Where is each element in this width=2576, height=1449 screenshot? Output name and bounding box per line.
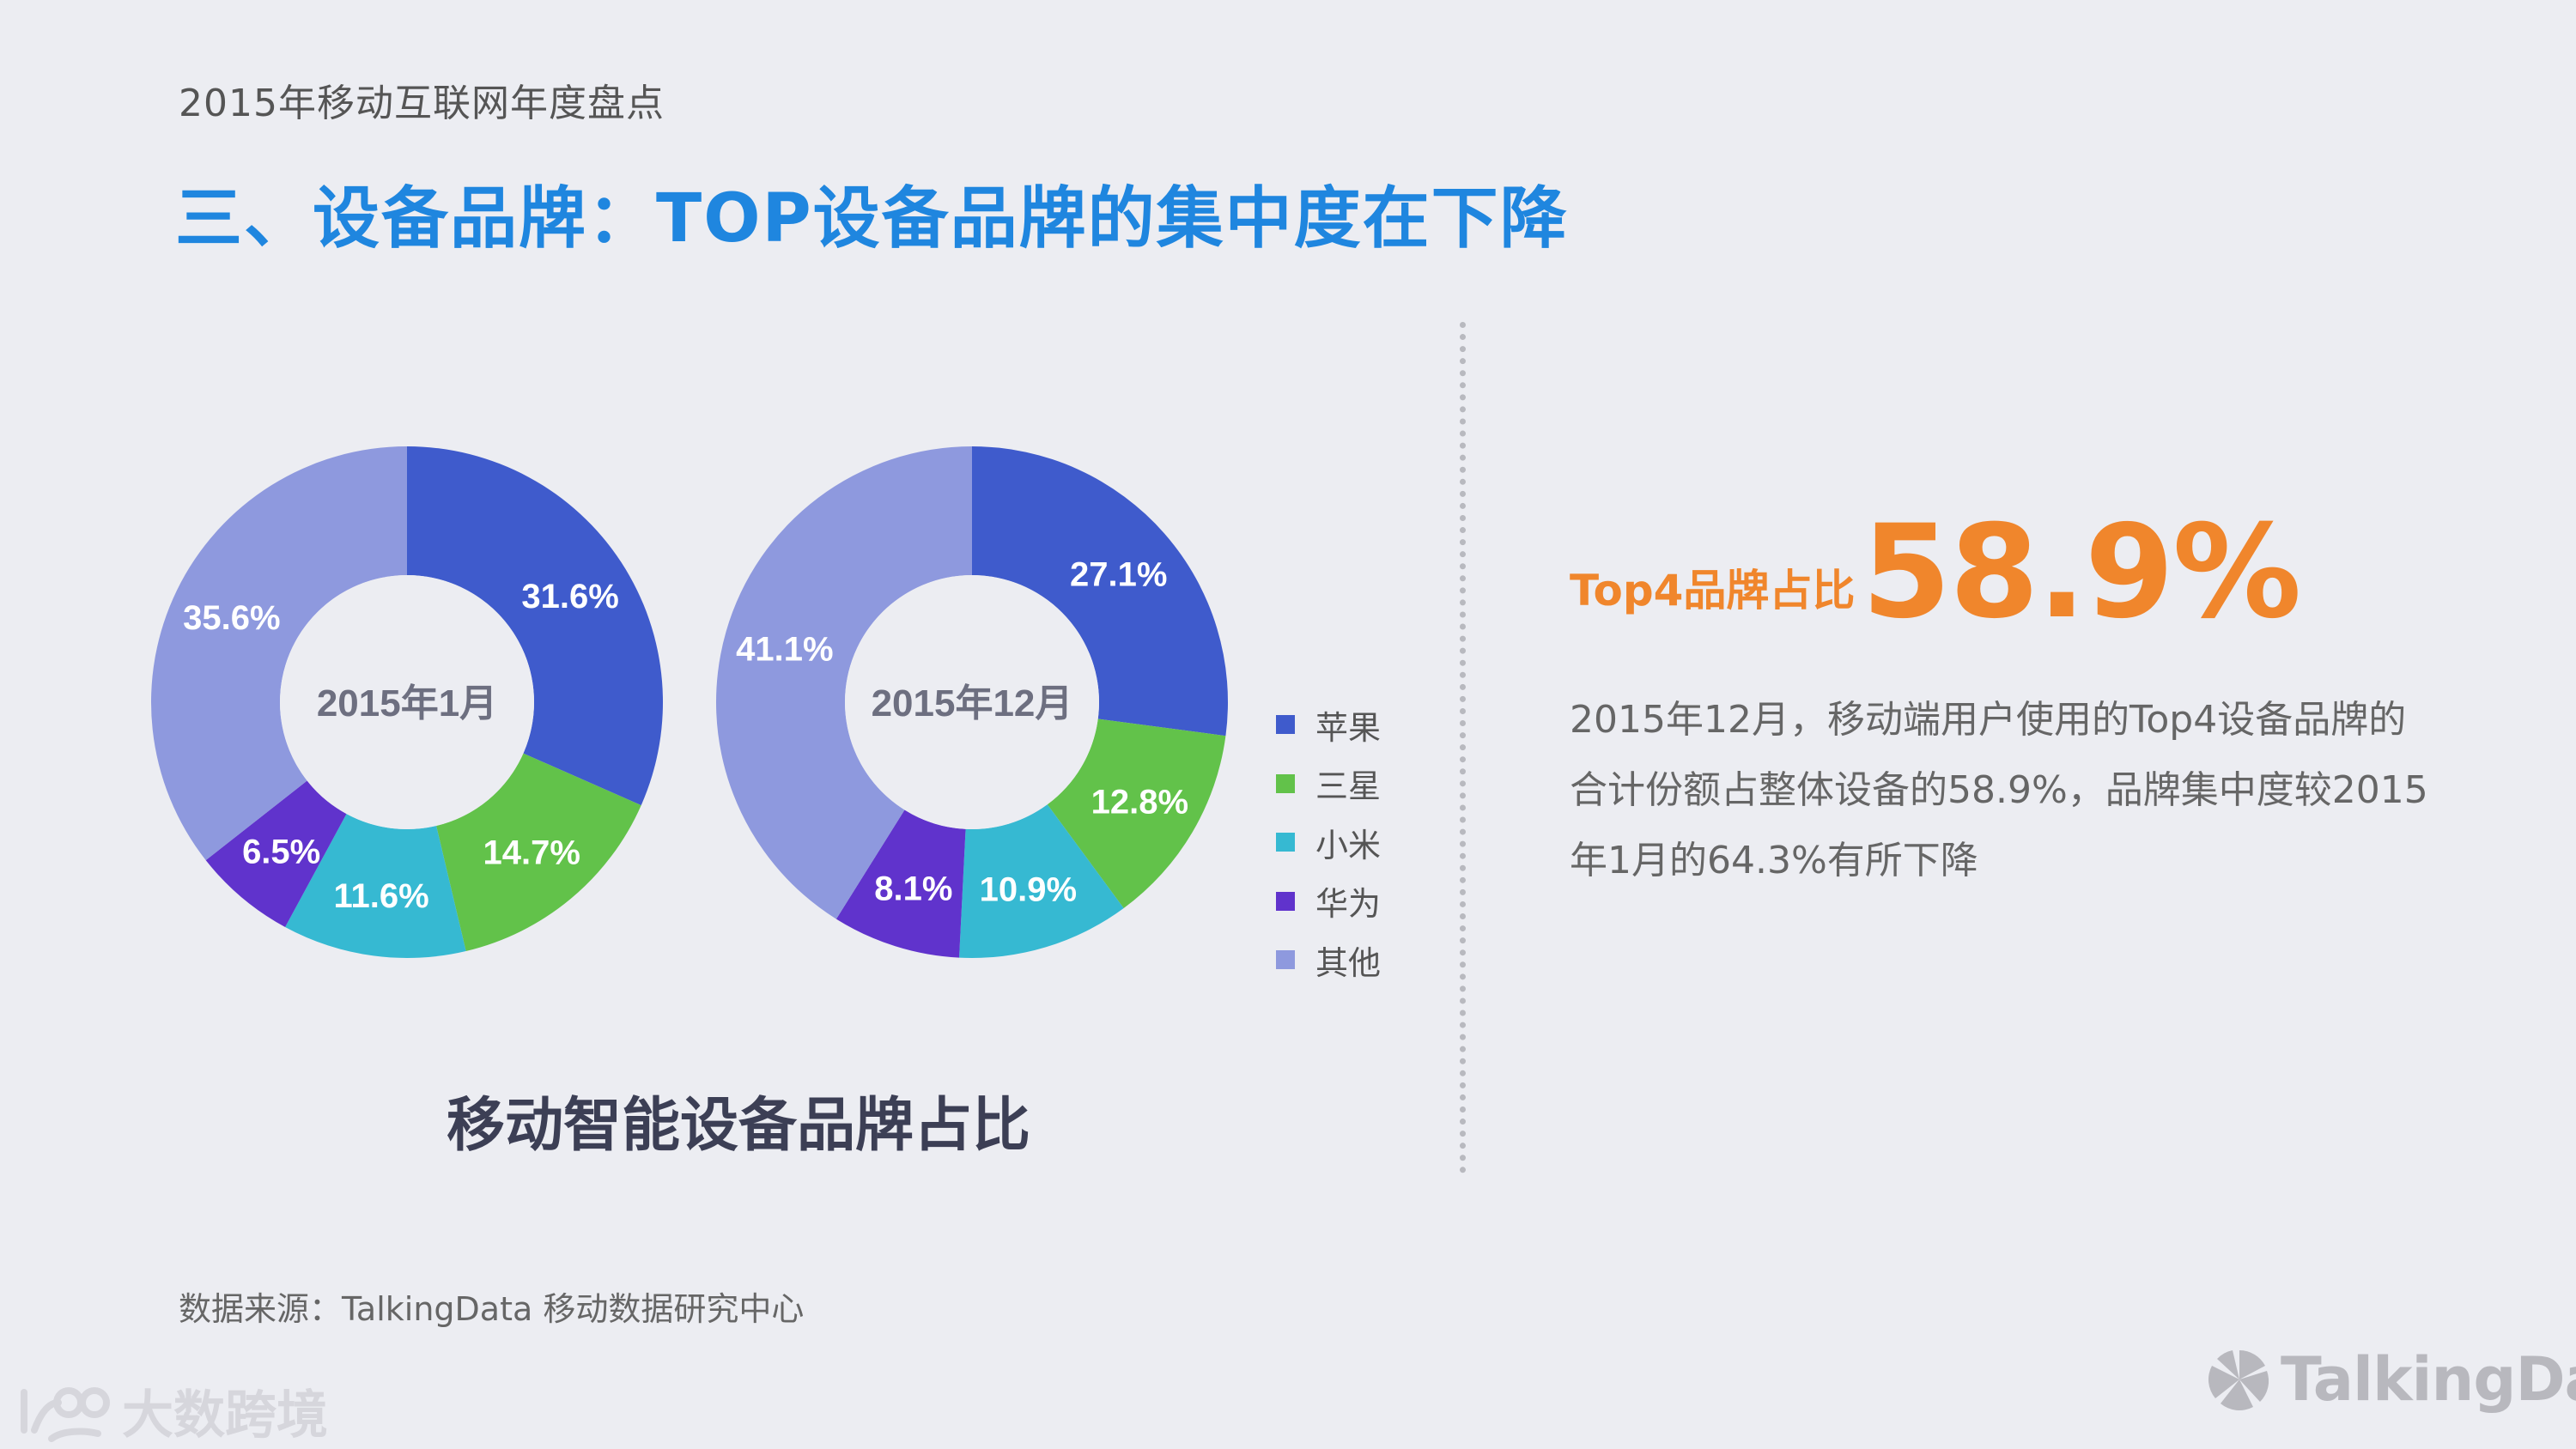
- kpi-value: 58.9%: [1862, 498, 2301, 647]
- donut-2-slice-others: [716, 446, 972, 919]
- donut-1-label-apple: 31.6%: [521, 578, 618, 615]
- donut-2-center-label: 2015年12月: [872, 682, 1073, 724]
- donut-1-label-huawei: 6.5%: [242, 834, 320, 871]
- legend-swatch-xiaomi: [1276, 833, 1295, 852]
- donut-2-slice-apple: [972, 446, 1228, 737]
- donut-1-slice-samsung: [436, 753, 641, 951]
- donut-1-slice-huawei: [205, 780, 347, 928]
- donut-1-slice-apple: [407, 446, 663, 806]
- kpi-label: Top4品牌占比: [1570, 566, 1856, 615]
- legend-item-xiaomi: 小米: [1276, 813, 1381, 872]
- report-subtitle: 2015年移动互联网年度盘点: [179, 82, 665, 125]
- watermark-left-text: 大数跨境: [122, 1385, 328, 1446]
- talkingdata-logo-icon: [2208, 1350, 2269, 1411]
- legend-swatch-samsung: [1276, 773, 1295, 793]
- donut-2-label-others: 41.1%: [736, 630, 833, 668]
- donut-1-slice-xiaomi: [285, 814, 466, 958]
- donut-2-label-huawei: 8.1%: [874, 870, 952, 908]
- donut-1-label-xiaomi: 11.6%: [334, 877, 429, 915]
- legend-label-others: 其他: [1315, 943, 1382, 982]
- legend-item-apple: 苹果: [1276, 695, 1381, 755]
- donut-2-slice-huawei: [835, 809, 966, 958]
- chart-legend: 苹果 三星 小米 华为 其他: [1276, 695, 1381, 990]
- donut-1-center-label: 2015年1月: [317, 682, 497, 724]
- legend-item-huawei: 华为: [1276, 872, 1381, 931]
- legend-label-apple: 苹果: [1315, 708, 1382, 747]
- legend-swatch-others: [1276, 950, 1295, 970]
- donut-2-label-apple: 27.1%: [1070, 555, 1167, 593]
- donut-1-hole: [280, 575, 534, 829]
- vertical-divider: [1460, 322, 1466, 1173]
- donut-1-label-samsung: 14.7%: [483, 834, 580, 871]
- donut-2-slice-samsung: [1047, 718, 1226, 908]
- legend-label-samsung: 三星: [1315, 767, 1382, 806]
- donut-charts: 31.6% 14.7% 11.6% 6.5% 35.6% 2015年1月 27.1% 12.8…: [151, 446, 1228, 959]
- legend-item-samsung: 三星: [1276, 755, 1381, 814]
- legend-label-xiaomi: 小米: [1315, 826, 1382, 864]
- donut-1-slice-others: [151, 446, 407, 861]
- description-text: 2015年12月，移动端用户使用的Top4设备品牌的合计份额占整体设备的58.9…: [1570, 698, 2428, 882]
- donut-2-hole: [845, 575, 1099, 829]
- legend-swatch-huawei: [1276, 891, 1295, 911]
- watermark-left: 大数跨境: [15, 1373, 328, 1448]
- legend-item-others: 其他: [1276, 931, 1381, 990]
- donut-2-slice-xiaomi: [959, 804, 1124, 959]
- page-title: 三、设备品牌：TOP设备品牌的集中度在下降: [175, 180, 1569, 258]
- legend-swatch-apple: [1276, 715, 1295, 735]
- watermark-logo-icon: [21, 1386, 110, 1442]
- chart-title: 移动智能设备品牌占比: [447, 1092, 1031, 1160]
- watermark-right: TalkingData: [2205, 1344, 2576, 1415]
- donut-2-label-xiaomi: 10.9%: [980, 870, 1077, 908]
- data-source: 数据来源：TalkingData 移动数据研究中心: [179, 1290, 805, 1328]
- donut-1-label-others: 35.6%: [183, 599, 280, 637]
- donut-2-label-samsung: 12.8%: [1091, 784, 1188, 822]
- watermark-right-text: TalkingData: [2281, 1344, 2576, 1415]
- legend-label-huawei: 华为: [1315, 885, 1382, 924]
